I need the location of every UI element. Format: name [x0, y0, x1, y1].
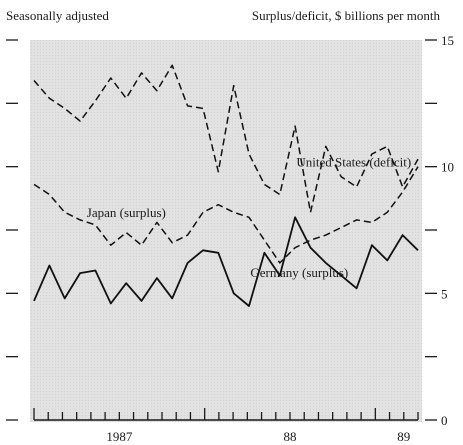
plot-background [30, 40, 422, 422]
series-labels: United States (deficit) Japan (surplus) Ge… [87, 154, 411, 279]
right-axis-ticks [425, 39, 437, 421]
series-line-1 [33, 166, 419, 264]
subtitle-right: Surplus/deficit, $ billions per month [252, 8, 441, 23]
x-axis [33, 408, 419, 421]
series-line-0 [33, 64, 419, 214]
series-line-2 [33, 216, 419, 307]
x-tick-label: 88 [284, 429, 297, 444]
series-label-0: United States (deficit) [296, 154, 411, 169]
subtitle-left: Seasonally adjusted [6, 8, 109, 23]
x-axis-labels: 1987 88 89 [106, 429, 410, 444]
left-axis-ticks [6, 39, 18, 421]
x-tick-label: 1987 [106, 429, 133, 444]
series-layer [33, 64, 419, 307]
y-tick-label: 0 [441, 413, 448, 428]
right-axis-labels: 0 5 10 15 [441, 33, 454, 428]
y-tick-label: 15 [441, 33, 454, 48]
series-label-2: Germany (surplus) [250, 265, 348, 280]
y-tick-label: 5 [441, 286, 448, 301]
y-tick-label: 10 [441, 160, 454, 175]
series-label-1: Japan (surplus) [87, 205, 166, 220]
x-tick-label: 89 [397, 429, 410, 444]
